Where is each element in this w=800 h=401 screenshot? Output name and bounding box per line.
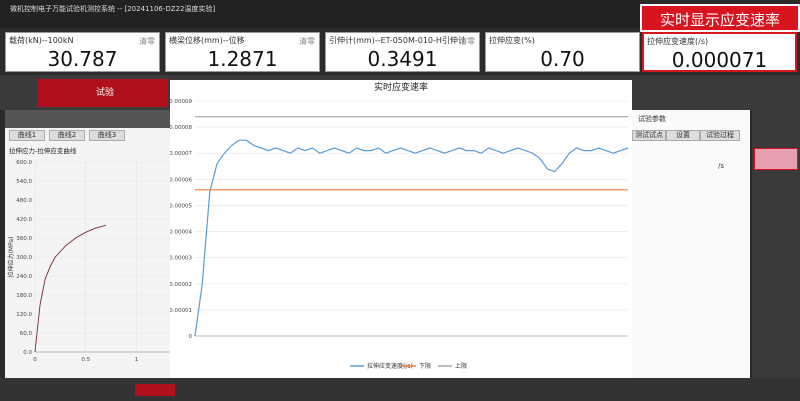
readout-label: 引伸计(mm)--ET-050M-010-H引伸计: [329, 36, 466, 45]
curve-tab[interactable]: 曲线1: [9, 130, 45, 141]
readout: 拉伸应变速度(/s) 0.000071: [642, 32, 797, 72]
readouts: 载荷(kN)--100kN 30.787 清零 横梁位移(mm)--位移 1.2871 清…: [0, 0, 800, 75]
y-axis-label: 拉伸应力(MPa): [7, 237, 15, 278]
legend-label: 下限: [419, 362, 431, 370]
readout-label: 拉伸应变(%): [489, 36, 535, 45]
y-tick-label: 0.0: [23, 350, 32, 356]
highlight-row: [754, 148, 798, 170]
y-tick-label: 0.00001: [170, 308, 192, 314]
param-tab[interactable]: 设置: [666, 130, 700, 141]
readout: 载荷(kN)--100kN 30.787 清零: [5, 32, 160, 72]
x-tick-label: 0: [33, 357, 37, 363]
y-tick-label: 0.00009: [170, 99, 192, 105]
x-tick-label: 0.5: [81, 357, 90, 363]
stress-strain-chart: 拉伸应力-拉伸应变曲线 0.0 60.0 120.0 180.0 240.0 300.0 36…: [7, 146, 175, 363]
y-tick-label: 0.00005: [170, 203, 192, 209]
zero-button[interactable]: 清零: [139, 37, 155, 46]
y-tick-label: 540.0: [16, 179, 32, 185]
y-tick-label: 0.00008: [170, 125, 192, 131]
param-tab[interactable]: 测试试点: [632, 130, 666, 141]
nav-tab[interactable]: 试验: [38, 79, 168, 107]
legend-label: 拉伸应变速度(/s): [367, 362, 413, 370]
window-title: 微机控制电子万能试验机测控系统 -- [20241106-DZ22温度实验]: [10, 5, 216, 13]
readout-label: 拉伸应变速度(/s): [647, 37, 709, 46]
panel-title: 试验参数: [638, 115, 666, 123]
legend-label: 上限: [455, 362, 467, 370]
readout-label: 载荷(kN)--100kN: [9, 36, 74, 45]
y-tick-label: 0.00006: [170, 177, 192, 183]
left-toolbar: [5, 110, 175, 128]
unit: /s: [718, 162, 725, 170]
y-tick-label: 360.0: [16, 236, 32, 242]
readout-value: 0.000071: [671, 48, 768, 72]
readout-value: 1.2871: [207, 47, 278, 71]
y-tick-label: 180.0: [16, 293, 32, 299]
y-tick-label: 300.0: [16, 255, 32, 261]
curve-tab[interactable]: 曲线3: [89, 130, 125, 141]
y-tick-label: 420.0: [16, 217, 32, 223]
curve-tab[interactable]: 曲线2: [49, 130, 85, 141]
readout-label: 横梁位移(mm)--位移: [169, 36, 245, 45]
side-panel: [752, 110, 800, 378]
chart-title: 实时应变速率: [374, 81, 428, 93]
scroll-thumb[interactable]: [135, 384, 175, 396]
readout-value: 0.70: [540, 47, 585, 71]
strain-rate-chart: 实时应变速率 0 0.00001 0.00002 0.00003 0.00004 0.000…: [170, 80, 632, 378]
y-tick-label: 240.0: [16, 274, 32, 280]
title-bar: 微机控制电子万能试验机测控系统 -- [20241106-DZ22温度实验]: [0, 0, 640, 28]
left-panel: 曲线1 曲线2 曲线3: [5, 110, 175, 378]
chart-title: 拉伸应力-拉伸应变曲线: [9, 146, 77, 155]
x-tick-label: 1: [135, 357, 139, 363]
y-tick-label: 0.00003: [170, 256, 192, 262]
zero-button[interactable]: 清零: [299, 37, 315, 46]
readout-value: 30.787: [47, 47, 118, 71]
y-tick-label: 0.00004: [170, 230, 192, 236]
y-tick-label: 480.0: [16, 198, 32, 204]
y-tick-label: 60.0: [20, 331, 33, 337]
readout: 拉伸应变(%) 0.70: [485, 32, 640, 72]
right-panel: 试验参数 测试试点 设置 试验过程 /s: [632, 110, 750, 378]
y-tick-label: 0.00007: [170, 151, 192, 157]
data-line: [194, 139, 629, 337]
y-tick-label: 600.0: [16, 160, 32, 166]
status-bar: [0, 378, 800, 401]
param-tab[interactable]: 试验过程: [700, 130, 740, 141]
callout: 实时显示应变速率: [640, 4, 800, 32]
y-tick-label: 120.0: [16, 312, 32, 318]
readout-value: 0.3491: [367, 47, 438, 71]
readout: 引伸计(mm)--ET-050M-010-H引伸计 0.3491 清零: [325, 32, 480, 72]
y-tick-label: 0.00002: [170, 282, 192, 288]
y-tick-label: 0: [189, 334, 193, 340]
data-line: [34, 224, 107, 353]
zero-button[interactable]: 清零: [459, 37, 475, 46]
readout: 横梁位移(mm)--位移 1.2871 清零: [165, 32, 320, 72]
